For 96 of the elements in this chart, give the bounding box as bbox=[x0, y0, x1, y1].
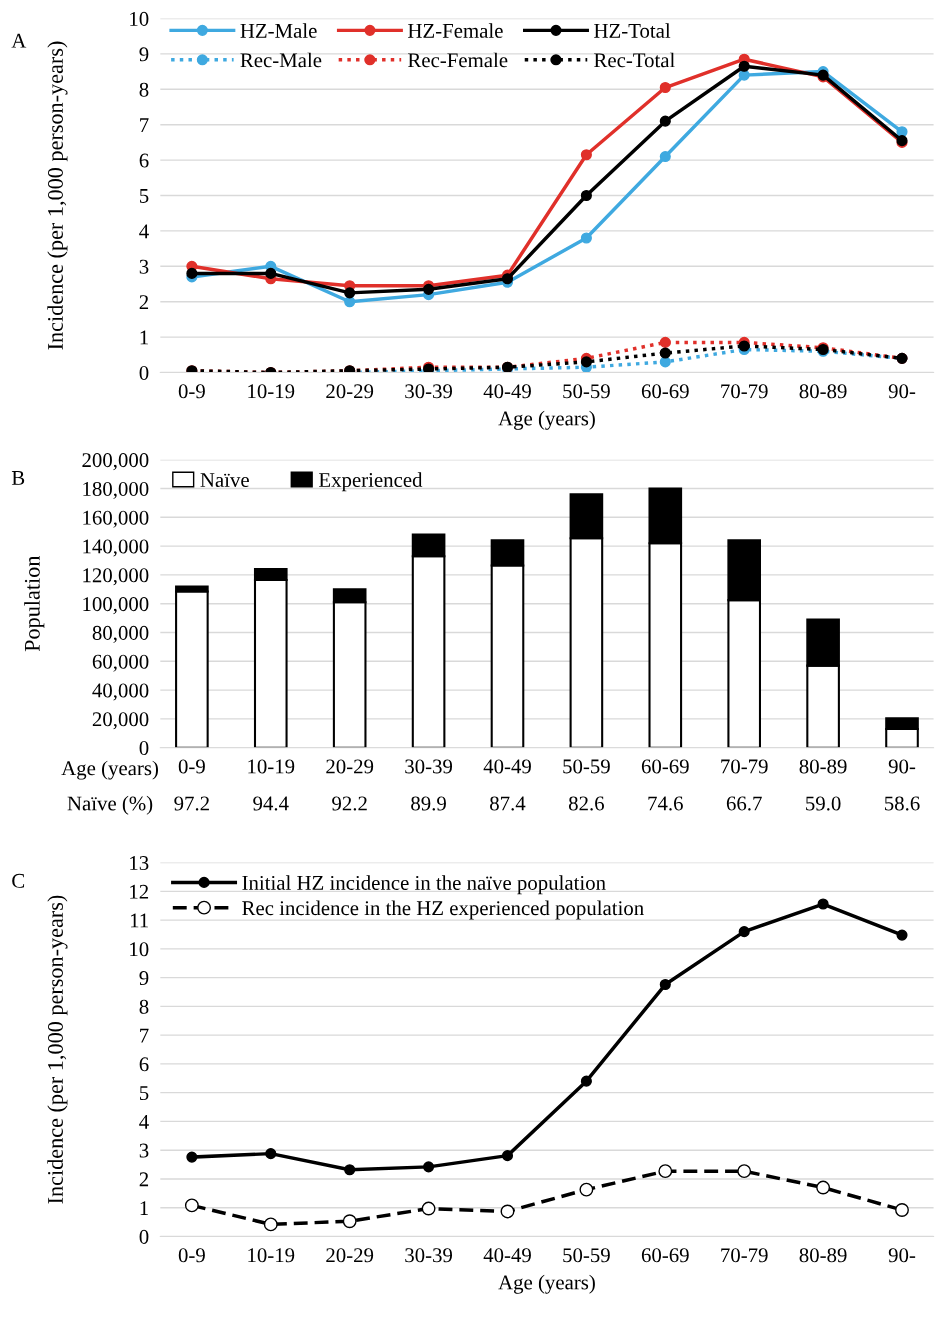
text: 94.4 bbox=[253, 796, 289, 811]
y-tick-label: 4 bbox=[139, 224, 149, 239]
y-tick-label: 1 bbox=[140, 330, 148, 345]
text: 66.7 bbox=[726, 796, 762, 811]
legend-label: Initial HZ incidence in the naïve population bbox=[242, 875, 606, 895]
legend-label: Rec-Female bbox=[408, 52, 508, 68]
x-tick-label: 70-79 bbox=[721, 759, 768, 774]
y-axis-title: Incidence (per 1,000 person-years) bbox=[47, 41, 68, 350]
x-tick-label: 90- bbox=[888, 759, 916, 774]
y-tick-label: 160,000 bbox=[83, 510, 149, 528]
x-tick-label: 60-69 bbox=[641, 384, 689, 399]
legend-label: Rec-Male bbox=[240, 52, 322, 68]
y-tick-label: 2 bbox=[139, 1172, 149, 1187]
y-tick-label: 60,000 bbox=[92, 654, 149, 672]
y-tick-label: 3 bbox=[139, 1143, 149, 1158]
legend-label: Naïve bbox=[200, 473, 249, 487]
y-tick-label: 10 bbox=[130, 942, 149, 957]
x-tick-label: 50-59 bbox=[563, 384, 610, 399]
x-tick-label: 80-89 bbox=[799, 1248, 847, 1263]
legend-label: Experienced bbox=[318, 472, 423, 492]
x-tick-label: 60-69 bbox=[641, 759, 689, 774]
text: 89.9 bbox=[411, 796, 446, 811]
x-tick-label: 80-89 bbox=[799, 759, 847, 774]
x-axis-title: Age (years) bbox=[498, 1274, 595, 1294]
text: A bbox=[11, 33, 27, 48]
y-tick-label: 5 bbox=[139, 1086, 149, 1101]
legend-label: Rec incidence in the HZ experienced population bbox=[242, 900, 644, 920]
x-tick-label: 40-49 bbox=[483, 384, 531, 399]
x-tick-label: 40-49 bbox=[483, 759, 531, 774]
y-tick-label: 0 bbox=[139, 741, 149, 756]
x-tick-label: 30-39 bbox=[405, 1248, 453, 1263]
y-tick-label: 12 bbox=[130, 884, 149, 899]
y-tick-label: 8 bbox=[139, 82, 149, 97]
text: 92.2 bbox=[332, 796, 367, 811]
y-tick-label: 6 bbox=[139, 153, 149, 168]
x-axis-title: Age (years) bbox=[61, 760, 159, 780]
y-tick-label: 10 bbox=[130, 11, 149, 26]
y-tick-label: 7 bbox=[140, 1028, 149, 1043]
legend-label: HZ-Male bbox=[240, 23, 317, 38]
x-tick-label: 30-39 bbox=[405, 384, 453, 399]
y-tick-label: 140,000 bbox=[83, 539, 149, 557]
y-tick-label: 4 bbox=[139, 1114, 149, 1129]
text: 82.6 bbox=[568, 796, 604, 811]
y-tick-label: 0 bbox=[139, 365, 149, 380]
x-tick-label: 30-39 bbox=[405, 759, 453, 774]
y-tick-label: 120,000 bbox=[83, 568, 149, 586]
x-tick-label: 10-19 bbox=[248, 759, 295, 774]
text: 59.0 bbox=[806, 796, 841, 811]
x-tick-label: 10-19 bbox=[248, 1248, 295, 1263]
x-tick-label: 90- bbox=[888, 1248, 916, 1263]
x-axis-title: Age (years) bbox=[498, 410, 595, 430]
text: C bbox=[12, 873, 25, 888]
x-tick-label: 10-19 bbox=[248, 384, 295, 399]
y-axis-title: Population bbox=[24, 555, 45, 652]
text: 74.6 bbox=[648, 796, 683, 811]
text: 97.2 bbox=[174, 796, 209, 811]
y-tick-label: 100,000 bbox=[83, 597, 149, 615]
text: 58.6 bbox=[884, 796, 920, 811]
x-tick-label: 40-49 bbox=[483, 1248, 531, 1263]
y-tick-label: 8 bbox=[139, 999, 149, 1014]
y-tick-label: 11 bbox=[130, 913, 148, 928]
x-tick-label: 60-69 bbox=[641, 1248, 689, 1263]
y-tick-label: 200,000 bbox=[82, 453, 149, 471]
text: Naïve (%) bbox=[67, 795, 153, 815]
x-tick-label: 70-79 bbox=[721, 384, 768, 399]
y-tick-label: 5 bbox=[139, 189, 149, 203]
y-tick-label: 2 bbox=[139, 295, 149, 309]
legend-label: HZ-Total bbox=[594, 23, 671, 38]
x-tick-label: 20-29 bbox=[326, 759, 374, 774]
x-tick-label: 0-9 bbox=[178, 759, 205, 774]
x-tick-label: 80-89 bbox=[799, 384, 847, 399]
y-tick-label: 3 bbox=[139, 259, 149, 274]
text: 87.4 bbox=[490, 796, 526, 811]
x-tick-label: 20-29 bbox=[326, 384, 374, 399]
x-tick-label: 50-59 bbox=[563, 1248, 610, 1263]
y-tick-label: 20,000 bbox=[92, 712, 149, 730]
y-tick-label: 7 bbox=[140, 118, 149, 132]
y-axis-title: Incidence (per 1,000 person-years) bbox=[47, 895, 68, 1204]
x-tick-label: 0-9 bbox=[178, 384, 205, 399]
x-tick-label: 70-79 bbox=[721, 1248, 768, 1263]
y-tick-label: 1 bbox=[140, 1201, 148, 1215]
x-tick-label: 90- bbox=[888, 384, 916, 399]
x-tick-label: 50-59 bbox=[563, 759, 610, 774]
y-tick-label: 40,000 bbox=[92, 683, 149, 701]
legend-label: Rec-Total bbox=[594, 52, 675, 68]
text: B bbox=[11, 471, 25, 485]
y-tick-label: 9 bbox=[139, 971, 149, 986]
x-tick-label: 20-29 bbox=[326, 1248, 374, 1263]
y-tick-label: 6 bbox=[139, 1057, 149, 1072]
y-tick-label: 180,000 bbox=[83, 481, 149, 499]
legend-label: HZ-Female bbox=[408, 23, 503, 38]
y-tick-label: 9 bbox=[139, 47, 149, 62]
y-tick-label: 13 bbox=[130, 856, 149, 871]
y-tick-label: 80,000 bbox=[92, 625, 149, 643]
y-tick-label: 0 bbox=[139, 1229, 149, 1244]
x-tick-label: 0-9 bbox=[178, 1248, 205, 1263]
